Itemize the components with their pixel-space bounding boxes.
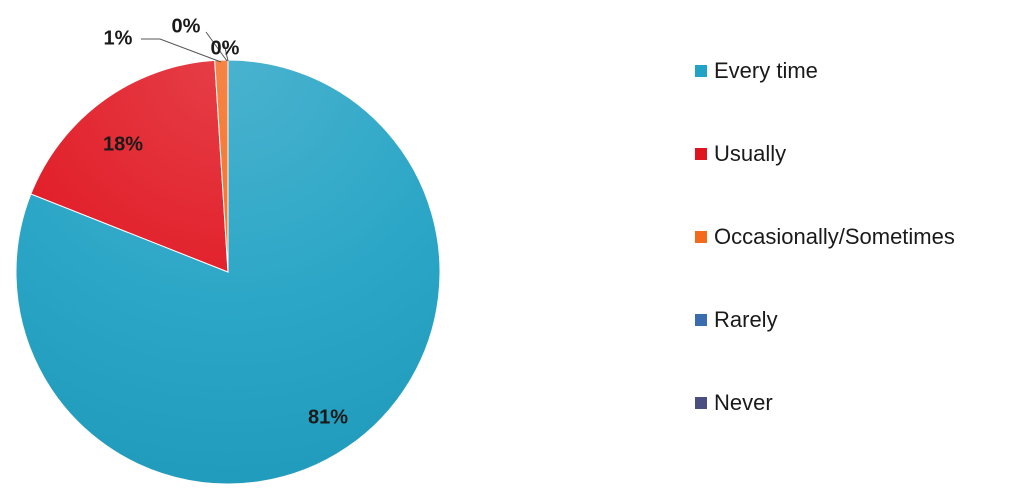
pie-sheen-overlay (16, 60, 440, 484)
legend-label-never: Never (714, 390, 773, 415)
leader-line-occasionally-sometimes (141, 38, 222, 63)
legend-label-usually: Usually (714, 141, 787, 166)
legend-item-every-time: Every time (695, 56, 818, 86)
legend-item-never: Never (695, 388, 773, 418)
leader-lines (141, 31, 229, 63)
legend-item-rarely: Rarely (695, 305, 778, 335)
data-label-usually: 18% (103, 133, 143, 155)
legend-swatch-rarely (695, 314, 707, 326)
legend-item-occasionally-sometimes: Occasionally/Sometimes (695, 222, 955, 252)
legend-swatch-occasionally-sometimes (695, 231, 707, 243)
data-label-rarely: 0% (172, 15, 201, 37)
data-label-never: 0% (211, 37, 240, 59)
legend-label-every-time: Every time (714, 58, 818, 83)
legend-swatch-never (695, 397, 707, 409)
leader-line-never (223, 42, 229, 62)
data-label-every-time: 81% (308, 406, 348, 428)
legend-swatch-usually (695, 148, 707, 160)
legend-swatch-every-time (695, 65, 707, 77)
leader-line-rarely (205, 31, 228, 62)
legend-item-usually: Usually (695, 139, 786, 169)
legend-label-rarely: Rarely (714, 307, 778, 332)
data-label-occasionally-sometimes: 1% (104, 27, 133, 49)
data-labels: 81% 18% 1% 0% 0% (103, 15, 348, 428)
legend-label-occasionally-sometimes: Occasionally/Sometimes (714, 224, 955, 249)
